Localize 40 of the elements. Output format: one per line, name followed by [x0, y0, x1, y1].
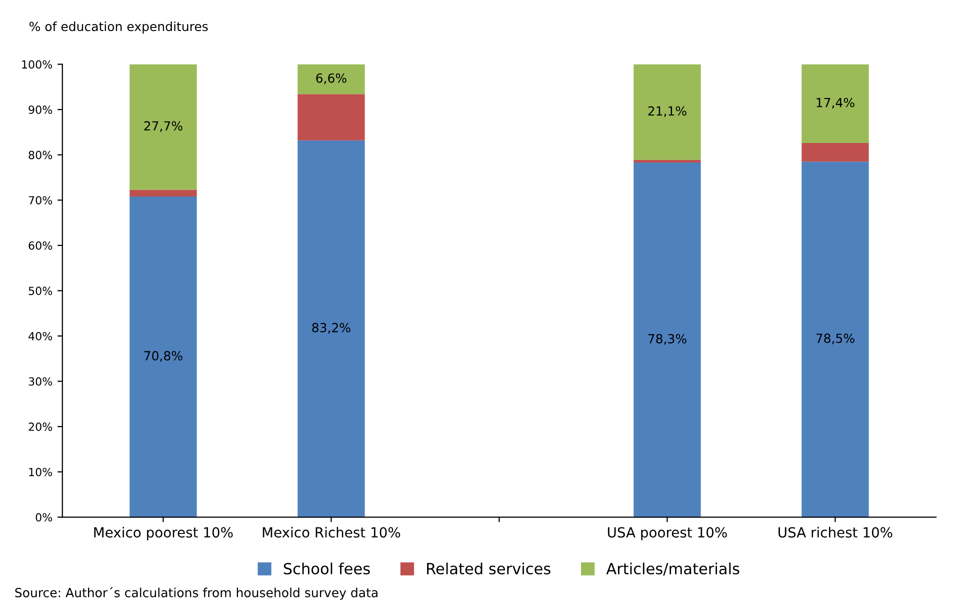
data-label: 78,3% [648, 334, 686, 345]
y-tick-label: 30% [28, 377, 52, 386]
legend-label: Related services [427, 562, 550, 574]
data-label: 6,6% [316, 73, 346, 84]
legend-label: Articles/materials [606, 562, 740, 576]
y-tick-label: 70% [28, 196, 52, 205]
bar [130, 64, 197, 190]
data-label: 70,8% [144, 350, 182, 362]
data-label: 27,7% [144, 121, 182, 132]
y-tick-label: 100% [22, 60, 52, 69]
source-note: Source: Author´s calculations from household survey data [15, 587, 378, 600]
bar [298, 64, 365, 94]
y-tick-label: 80% [28, 150, 52, 160]
legend-label: School fees [284, 562, 370, 574]
y-tick-label: 20% [28, 422, 52, 431]
bar [130, 190, 197, 196]
bar [802, 143, 869, 162]
bar [634, 64, 701, 160]
data-label: 78,5% [816, 334, 854, 344]
x-tick-label: Mexico Richest 10% [262, 526, 400, 538]
y-tick-label: 40% [28, 332, 52, 340]
data-label: 17,4% [816, 98, 854, 109]
bar [802, 162, 869, 518]
bar [130, 196, 197, 518]
x-tick-label: Mexico poorest 10% [94, 526, 233, 540]
y-tick-label: 0% [36, 513, 52, 522]
y-tick-label: 60% [28, 241, 52, 250]
bar [298, 94, 365, 140]
y-tick-label: 10% [29, 468, 52, 476]
x-tick-label: USA richest 10% [778, 526, 892, 538]
y-tick-label: 50% [28, 286, 52, 296]
y-axis-title: % of education expenditures [29, 21, 208, 34]
bar [634, 160, 701, 163]
y-tick-label: 90% [28, 106, 52, 114]
bar [802, 64, 869, 144]
bar [634, 162, 701, 518]
bar [298, 140, 365, 518]
data-label: 83,2% [312, 322, 350, 334]
x-tick-label: USA poorest 10% [608, 527, 727, 540]
data-label: 21,1% [648, 106, 686, 117]
